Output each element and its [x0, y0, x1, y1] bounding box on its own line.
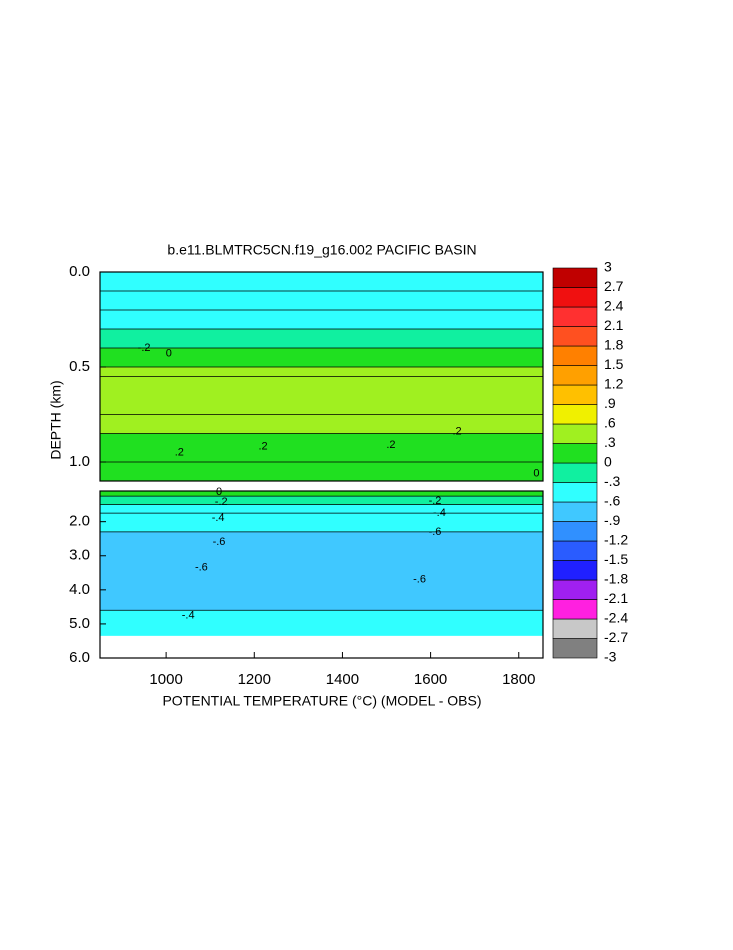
colorbar-box [552, 443, 598, 464]
y-tick-label: 2.0 [69, 513, 90, 530]
colorbar-box [552, 404, 598, 425]
colorbar-box [552, 521, 598, 542]
contour-label: -.2 [138, 342, 151, 354]
colorbar-label: 2.4 [604, 298, 624, 314]
colorbar-label: -.9 [604, 512, 621, 528]
colorbar-box [552, 462, 598, 483]
colorbar-box [552, 326, 598, 347]
y-tick-label: 1.0 [69, 453, 90, 470]
contour-label: .2 [452, 426, 461, 438]
contour-band [100, 367, 543, 377]
colorbar-label: 3 [604, 259, 612, 275]
colorbar-label: -1.8 [604, 571, 628, 587]
contour-band [100, 348, 543, 367]
colorbar-label: 1.8 [604, 337, 624, 353]
y-tick-label: 0.5 [69, 358, 90, 375]
y-tick-label: 3.0 [69, 547, 90, 564]
contour-label: .2 [386, 439, 395, 451]
contour-label: -.6 [429, 526, 442, 538]
colorbar-label: .3 [604, 434, 616, 450]
colorbar-box [552, 501, 598, 522]
y-tick-label: 5.0 [69, 615, 90, 632]
colorbar-label: 2.1 [604, 317, 624, 333]
colorbar-box [552, 540, 598, 561]
contour-band [100, 504, 543, 514]
contour-label: .2 [259, 441, 268, 453]
contour-band [100, 272, 543, 291]
contour-label: -.4 [182, 609, 195, 621]
x-tick-label: 1200 [238, 671, 271, 688]
contour-band [100, 310, 543, 329]
colorbar-label: 1.2 [604, 376, 624, 392]
colorbar-label: 2.7 [604, 278, 624, 294]
chart-title: b.e11.BLMTRC5CN.f19_g16.002 PACIFIC BASI… [167, 242, 476, 258]
plot-frame [99, 271, 544, 482]
colorbar-box [552, 579, 598, 600]
y-tick-label: 0.0 [69, 263, 90, 280]
contour-band [100, 513, 543, 532]
contour-label: 0 [533, 467, 539, 479]
colorbar-box [552, 423, 598, 444]
contour-band [100, 291, 543, 310]
contour-band [100, 433, 543, 462]
y-tick-label: 6.0 [69, 649, 90, 666]
contour-band [100, 610, 543, 636]
y-axis-label: DEPTH (km) [48, 380, 64, 459]
colorbar-box [552, 267, 598, 288]
colorbar-label: -.6 [604, 493, 621, 509]
colorbar-box [552, 287, 598, 308]
x-tick-label: 1400 [326, 671, 359, 688]
colorbar-box [552, 306, 598, 327]
contour-label: 0 [216, 486, 222, 498]
colorbar-label: -2.1 [604, 590, 628, 606]
colorbar-label: 1.5 [604, 356, 624, 372]
contour-label: -.4 [212, 512, 225, 524]
colorbar-box [552, 384, 598, 405]
x-axis-label: POTENTIAL TEMPERATURE (°C) (MODEL - OBS) [162, 693, 481, 709]
colorbar-box [552, 365, 598, 386]
colorbar-label: -2.4 [604, 610, 628, 626]
colorbar-box [552, 599, 598, 620]
y-tick-label: 4.0 [69, 581, 90, 598]
colorbar-label: 0 [604, 454, 612, 470]
contour-label: 0 [166, 348, 172, 360]
colorbar-box [552, 345, 598, 366]
contour-band [100, 531, 543, 611]
contour-label: -.2 [429, 495, 442, 507]
colorbar-box [552, 618, 598, 639]
contour-label: -.6 [213, 536, 226, 548]
contour-band [100, 462, 543, 481]
colorbar-label: -2.7 [604, 629, 628, 645]
colorbar-label: -.3 [604, 473, 621, 489]
x-tick-label: 1000 [149, 671, 182, 688]
colorbar-box [552, 482, 598, 503]
colorbar-label: .9 [604, 395, 616, 411]
colorbar-label: .6 [604, 415, 616, 431]
contour-label: -.2 [215, 496, 228, 508]
contour-band [100, 414, 543, 434]
colorbar-label: -1.5 [604, 551, 628, 567]
contour-label: -.6 [413, 574, 426, 586]
contour-label: -.4 [433, 507, 446, 519]
contour-band [100, 491, 543, 497]
contour-band [100, 329, 543, 348]
contour-band [100, 376, 543, 415]
contour-label: .2 [175, 446, 184, 458]
contour-band [100, 496, 543, 505]
x-tick-label: 1600 [414, 671, 447, 688]
contour-label: -.6 [195, 562, 208, 574]
colorbar-label: -1.2 [604, 532, 628, 548]
x-tick-label: 1800 [502, 671, 535, 688]
colorbar-box [552, 638, 598, 659]
colorbar-box [552, 560, 598, 581]
plot-frame [99, 490, 544, 659]
colorbar-label: -3 [604, 649, 617, 665]
